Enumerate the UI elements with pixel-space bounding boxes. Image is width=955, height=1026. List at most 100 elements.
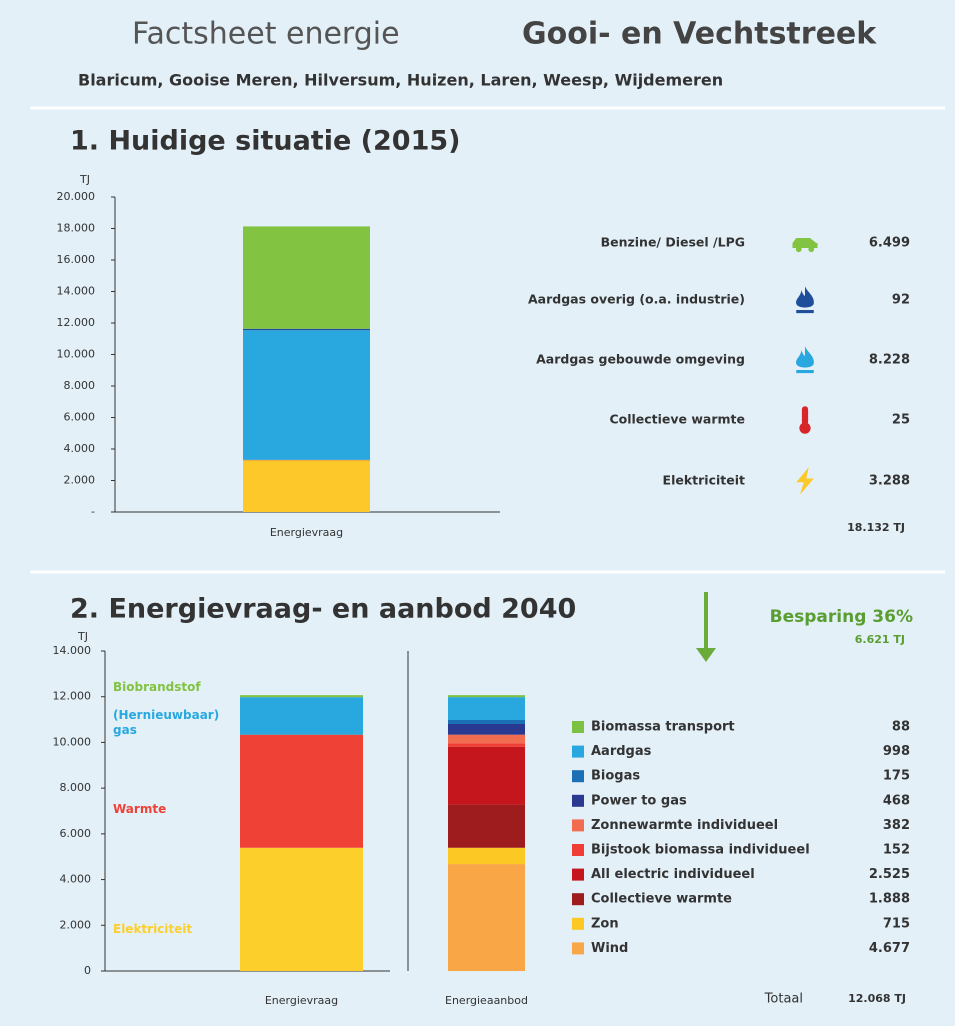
legend-label: Collectieve warmte xyxy=(591,892,732,907)
bar-segment xyxy=(240,695,363,698)
legend-icon xyxy=(792,238,818,253)
legend-label: Aardgas gebouwde omgeving xyxy=(536,352,745,367)
title: Gooi- en Vechtstreek xyxy=(522,17,877,52)
bar-segment xyxy=(448,734,525,744)
y-tick-label: 12.000 xyxy=(53,690,92,703)
legend-swatch xyxy=(572,721,584,733)
bar-segment xyxy=(243,328,370,331)
legend-label: Elektriciteit xyxy=(663,473,745,488)
y-tick-label: 12.000 xyxy=(57,316,96,329)
legend-label: Power to gas xyxy=(591,793,687,808)
y-tick-label: 10.000 xyxy=(57,348,96,361)
value-label: 715 xyxy=(883,916,910,931)
series-label: Elektriciteit xyxy=(113,922,193,936)
bar-segment xyxy=(448,695,525,698)
section-title: 1. Huidige situatie (2015) xyxy=(70,126,461,157)
value-label: 3.288 xyxy=(869,474,910,489)
legend-label: Aardgas xyxy=(591,744,652,759)
x-tick-label: Energievraag xyxy=(265,994,338,1007)
value-label: 152 xyxy=(883,843,910,858)
bar-segment xyxy=(448,697,525,720)
value-label: 1.888 xyxy=(869,892,910,907)
y-tick-label: 14.000 xyxy=(57,285,96,298)
bar-segment xyxy=(448,864,525,971)
value-label: 25 xyxy=(892,413,910,428)
bar-segment xyxy=(448,723,525,735)
bar-segment xyxy=(448,746,525,805)
arrow-head xyxy=(696,648,716,662)
series-label: Warmte xyxy=(113,802,167,816)
value-label: 92 xyxy=(892,293,910,308)
value-label: 2.525 xyxy=(869,867,910,882)
legend-swatch xyxy=(572,819,584,832)
value-label: 175 xyxy=(883,769,910,784)
value-label: 8.228 xyxy=(869,353,910,368)
value-label: 468 xyxy=(883,793,910,808)
legend-label: All electric individueel xyxy=(591,867,755,882)
y-tick-label: 2.000 xyxy=(64,474,96,487)
section-title: 2. Energievraag- en aanbod 2040 xyxy=(70,594,576,625)
y-tick-label: 8.000 xyxy=(60,781,92,794)
y-unit: TJ xyxy=(77,630,88,643)
y-unit: TJ xyxy=(79,173,90,186)
legend-label: Zonnewarmte individueel xyxy=(591,818,778,833)
bar-segment xyxy=(240,697,363,735)
legend-label: Wind xyxy=(591,941,628,956)
y-tick-label: 10.000 xyxy=(53,735,92,748)
subtitle: Blaricum, Gooise Meren, Hilversum, Huize… xyxy=(78,71,723,90)
legend-label: Biomassa transport xyxy=(591,720,735,735)
legend-label: Bijstook biomassa individueel xyxy=(591,843,810,858)
total-text: Totaal xyxy=(764,992,803,1007)
saving-amount: 6.621 TJ xyxy=(855,633,905,646)
value-label: 6.499 xyxy=(869,236,910,251)
y-tick-label: 18.000 xyxy=(57,222,96,235)
total: 12.068 TJ xyxy=(848,992,906,1005)
value-label: 4.677 xyxy=(869,941,910,956)
bar-segment xyxy=(240,734,363,848)
legend-icon xyxy=(796,286,814,314)
legend-swatch xyxy=(572,917,584,930)
value-label: 998 xyxy=(883,744,910,759)
legend-swatch xyxy=(572,942,584,955)
value-label: 382 xyxy=(883,818,910,833)
y-tick-label: 4.000 xyxy=(64,442,96,455)
y-tick-label: 16.000 xyxy=(57,253,96,266)
legend-icon xyxy=(796,467,814,495)
y-tick-label: 0 xyxy=(84,964,91,977)
legend-swatch xyxy=(572,794,584,807)
y-tick-label: 14.000 xyxy=(53,644,92,657)
legend-label: Zon xyxy=(591,916,619,931)
bar-segment xyxy=(448,847,525,865)
y-tick-label: 8.000 xyxy=(64,379,96,392)
legend-label: Biogas xyxy=(591,769,640,784)
legend-swatch xyxy=(572,745,584,758)
legend-swatch xyxy=(572,893,584,906)
total: 18.132 TJ xyxy=(847,521,905,534)
y-tick-label: 6.000 xyxy=(60,827,92,840)
bar-segment xyxy=(243,330,370,460)
bar-segment xyxy=(240,847,363,971)
bar-segment xyxy=(243,460,370,512)
value-label: 88 xyxy=(892,720,910,735)
legend-swatch xyxy=(572,770,584,783)
bar-segment xyxy=(448,804,525,848)
series-label: (Hernieuwbaar) gas xyxy=(113,708,220,737)
series-label: Biobrandstof xyxy=(113,680,201,694)
y-tick-label: 2.000 xyxy=(60,918,92,931)
x-tick-label: Energieaanbod xyxy=(445,994,528,1007)
legend-icon xyxy=(799,406,811,434)
y-tick-label: 4.000 xyxy=(60,873,92,886)
saving: Besparing 36% xyxy=(770,607,913,627)
y-tick-label: 6.000 xyxy=(64,411,96,424)
legend-label: Collectieve warmte xyxy=(609,412,745,427)
x-tick-label: Energievraag xyxy=(270,526,343,539)
title: Factsheet energie xyxy=(132,17,400,52)
legend-swatch xyxy=(572,868,584,881)
bar-segment xyxy=(448,743,525,747)
legend-icon xyxy=(796,346,814,374)
legend-label: Benzine/ Diesel /LPG xyxy=(601,235,745,250)
bar-segment xyxy=(243,226,370,329)
y-tick-label: 20.000 xyxy=(57,190,96,203)
